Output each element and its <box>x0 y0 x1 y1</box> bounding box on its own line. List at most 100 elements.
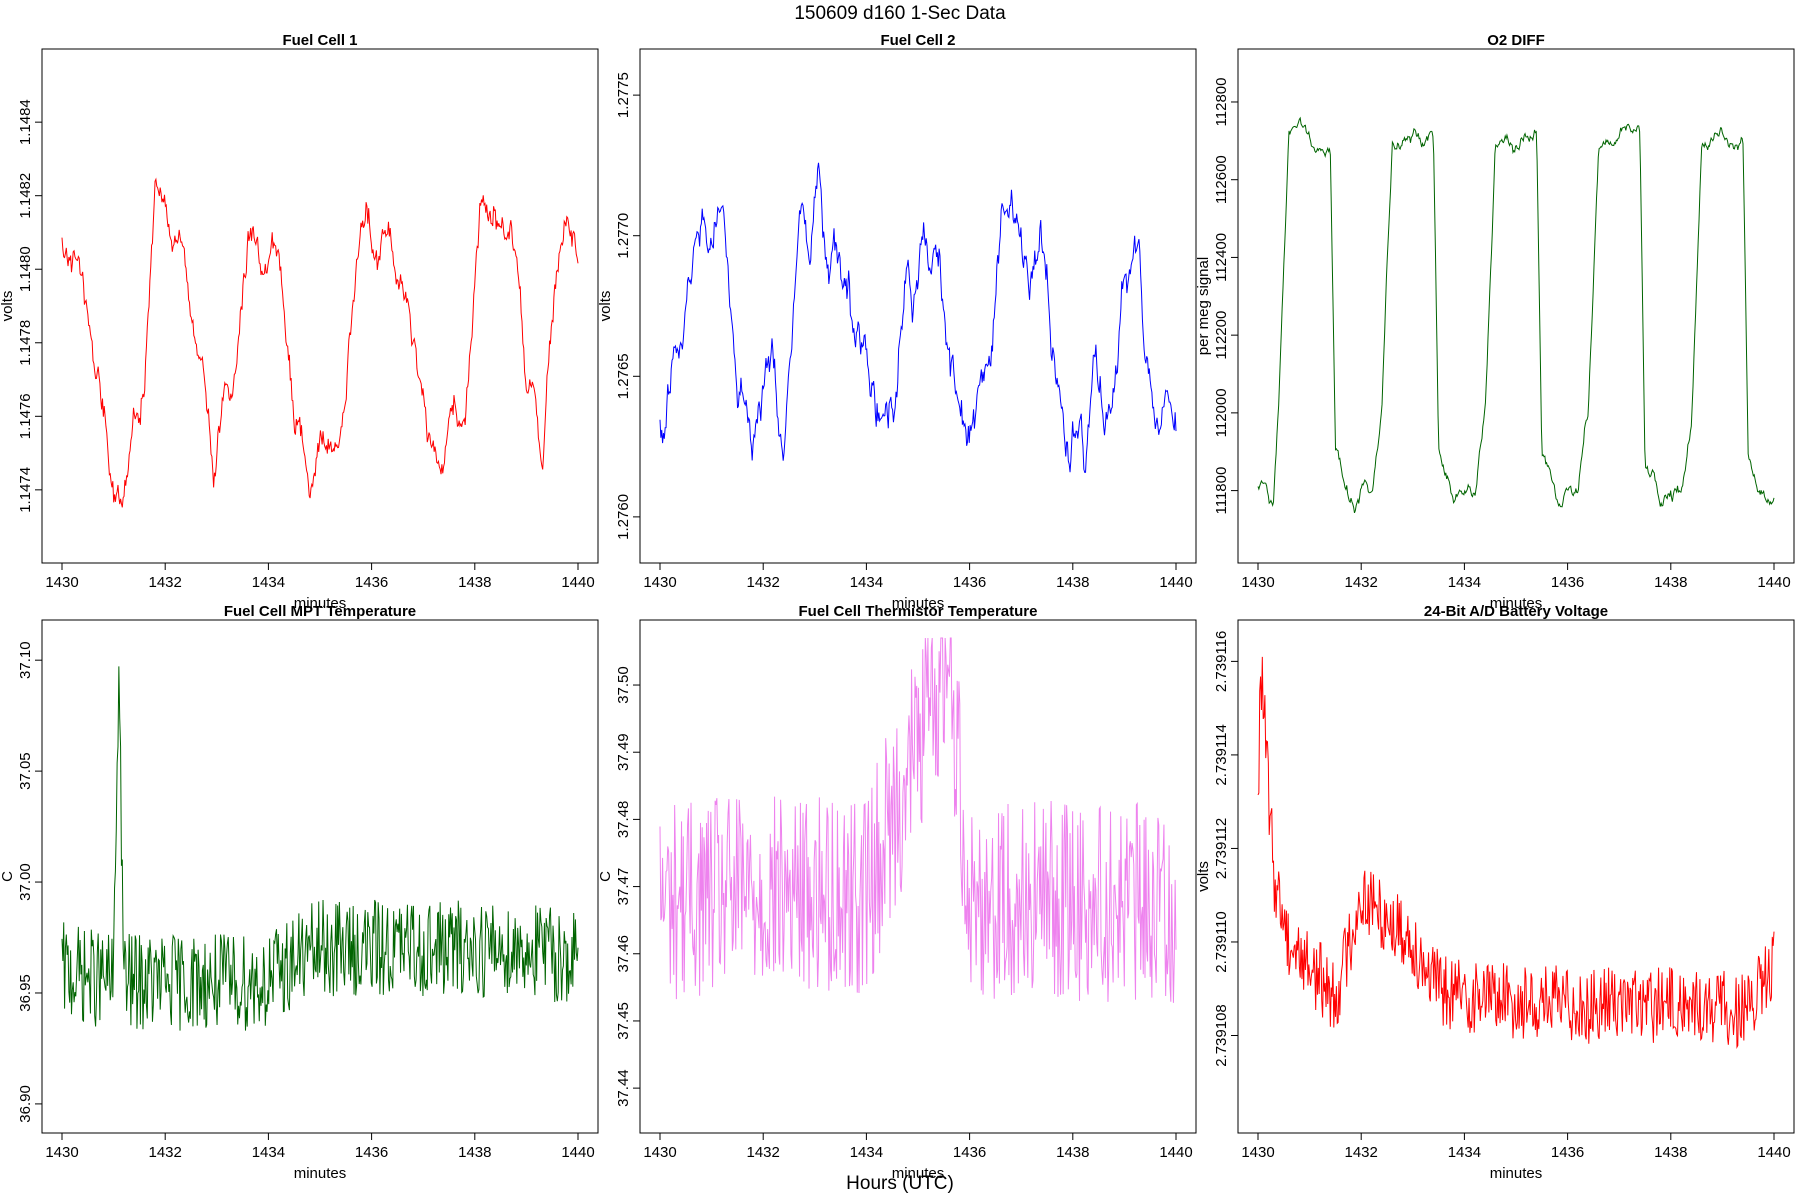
panel-title: Fuel Cell 1 <box>282 32 357 49</box>
x-tick-label: 1436 <box>355 574 388 591</box>
x-axis-label: minutes <box>294 1165 347 1182</box>
x-tick-label: 1440 <box>1159 574 1192 591</box>
y-tick-label: 1.1478 <box>17 320 34 366</box>
y-tick-label: 1.1476 <box>17 393 34 439</box>
x-tick-label: 1434 <box>252 1144 285 1161</box>
y-tick-label: 2.739112 <box>1213 818 1230 879</box>
chart-panel-2: Fuel Cell 2 1430 1432 1434 1436 1438 1440 minut… <box>597 32 1197 612</box>
series-line <box>659 637 1177 1003</box>
footer-label: Hours (UTC) <box>846 1173 954 1194</box>
y-tick-label: 1.2765 <box>615 353 632 399</box>
y-tick-label: 1.2760 <box>615 494 632 540</box>
chart-panel-3: O2 DIFF 1430 1432 1434 1436 1438 1440 minutes 11… <box>1195 32 1795 612</box>
plot-frame <box>1237 619 1795 1134</box>
x-tick-label: 1438 <box>458 1144 491 1161</box>
series-line <box>61 177 579 508</box>
y-tick-label: 36.95 <box>17 974 34 1012</box>
y-axis-label: volts <box>1195 861 1212 892</box>
panel-title: O2 DIFF <box>1487 32 1545 49</box>
x-axis-label: minutes <box>892 1165 945 1182</box>
series-line <box>1257 116 1775 514</box>
y-tick-label: 112600 <box>1213 155 1230 204</box>
x-tick-label: 1434 <box>252 574 285 591</box>
y-tick-label: 112400 <box>1213 233 1230 282</box>
y-tick-label: 37.46 <box>615 935 632 973</box>
x-tick-label: 1438 <box>1056 574 1089 591</box>
y-tick-label: 1.1484 <box>17 99 34 145</box>
figure-title: 150609 d160 1-Sec Data <box>794 3 1006 24</box>
y-tick-label: 111800 <box>1213 467 1230 515</box>
x-tick-label: 1430 <box>1241 1144 1274 1161</box>
x-tick-label: 1438 <box>1056 1144 1089 1161</box>
x-axis-label: minutes <box>1490 1165 1543 1182</box>
y-tick-label: 37.05 <box>17 752 34 790</box>
x-tick-label: 1432 <box>1345 1144 1378 1161</box>
plot-frame <box>41 619 599 1134</box>
panel-title: 24-Bit A/D Battery Voltage <box>1424 603 1608 620</box>
y-tick-label: 1.1482 <box>17 173 34 219</box>
x-tick-label: 1436 <box>1551 1144 1584 1161</box>
y-tick-label: 37.48 <box>615 801 632 839</box>
x-tick-label: 1432 <box>149 1144 182 1161</box>
y-axis-label: volts <box>0 291 16 322</box>
y-tick-label: 37.10 <box>17 641 34 679</box>
y-tick-label: 37.47 <box>615 868 632 906</box>
y-tick-label: 37.49 <box>615 733 632 771</box>
x-tick-label: 1434 <box>850 1144 883 1161</box>
x-tick-label: 1440 <box>1159 1144 1192 1161</box>
x-tick-label: 1430 <box>45 574 78 591</box>
panel-title: Fuel Cell 2 <box>880 32 955 49</box>
x-tick-label: 1432 <box>747 1144 780 1161</box>
x-tick-label: 1436 <box>953 1144 986 1161</box>
y-tick-label: 2.739114 <box>1213 724 1230 785</box>
x-axis-label: minutes <box>892 595 945 612</box>
x-axis-label: minutes <box>1490 595 1543 612</box>
y-axis-label: C <box>597 871 614 882</box>
x-tick-label: 1440 <box>1757 574 1790 591</box>
y-tick-label: 2.739108 <box>1213 1004 1230 1067</box>
y-axis-label: volts <box>597 291 614 322</box>
x-tick-label: 1440 <box>1757 1144 1790 1161</box>
plot-frame <box>41 48 599 564</box>
panel-title: Fuel Cell MPT Temperature <box>224 603 416 620</box>
plot-frame <box>639 48 1197 564</box>
y-axis-label: per meg signal <box>1195 257 1212 355</box>
panel-title: Fuel Cell Thermistor Temperature <box>799 603 1038 620</box>
y-tick-label: 37.50 <box>615 666 632 704</box>
x-tick-label: 1440 <box>561 574 594 591</box>
x-tick-label: 1436 <box>355 1144 388 1161</box>
plot-frame <box>1237 48 1795 564</box>
x-tick-label: 1432 <box>149 574 182 591</box>
x-tick-label: 1438 <box>1654 1144 1687 1161</box>
x-tick-label: 1432 <box>747 574 780 591</box>
y-tick-label: 37.00 <box>17 863 34 901</box>
y-tick-label: 1.2775 <box>615 72 632 118</box>
x-tick-label: 1436 <box>1551 574 1584 591</box>
x-axis-label: minutes <box>294 595 347 612</box>
series-line <box>61 666 579 1031</box>
x-tick-label: 1430 <box>1241 574 1274 591</box>
chart-panel-1: Fuel Cell 1 1430 1432 1434 1436 1438 1440 minut… <box>0 32 599 612</box>
chart-panel-6: 24-Bit A/D Battery Voltage 1430 1432 1434 14… <box>1195 603 1795 1182</box>
y-tick-label: 37.44 <box>615 1069 632 1107</box>
x-tick-label: 1430 <box>643 1144 676 1161</box>
y-tick-label: 37.45 <box>615 1002 632 1040</box>
plot-frame <box>639 619 1197 1134</box>
y-tick-label: 112200 <box>1213 311 1230 360</box>
y-tick-label: 2.739116 <box>1213 631 1230 692</box>
y-axis-label: C <box>0 871 16 882</box>
x-tick-label: 1434 <box>1448 574 1481 591</box>
series-line <box>1257 656 1775 1049</box>
y-tick-label: 1.1480 <box>17 246 34 292</box>
x-tick-label: 1440 <box>561 1144 594 1161</box>
y-tick-label: 112000 <box>1213 388 1230 437</box>
x-tick-label: 1436 <box>953 574 986 591</box>
x-tick-label: 1430 <box>643 574 676 591</box>
y-tick-label: 2.739110 <box>1213 911 1230 972</box>
chart-panels: Fuel Cell 1 1430 1432 1434 1436 1438 1440 minut… <box>0 32 1795 1182</box>
y-tick-label: 1.2770 <box>615 213 632 259</box>
y-tick-label: 1.1474 <box>17 467 34 513</box>
x-tick-label: 1434 <box>1448 1144 1481 1161</box>
x-tick-label: 1430 <box>45 1144 78 1161</box>
